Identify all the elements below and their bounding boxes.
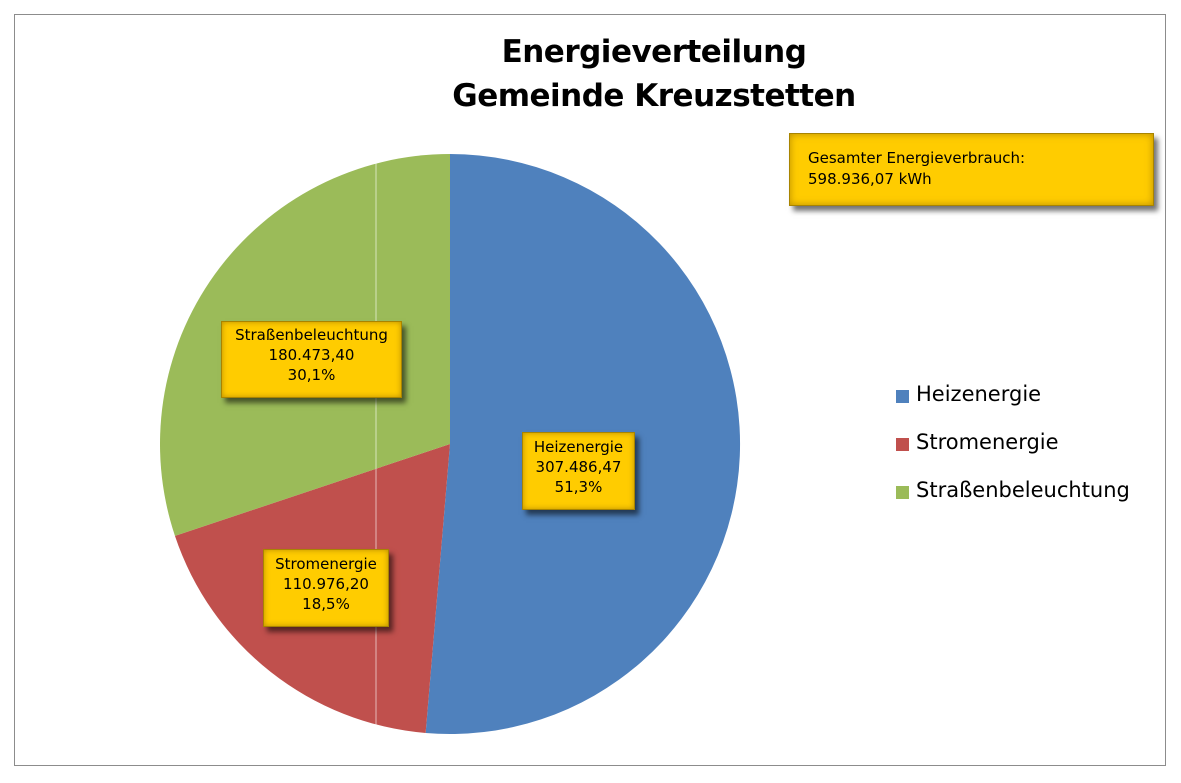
data-label-stromenergie: Stromenergie 110.976,20 18,5% [263,549,389,627]
data-label-strassenbeleuchtung-name: Straßenbeleuchtung [235,326,388,344]
data-label-heizenergie-name: Heizenergie [533,438,624,456]
data-label-strassenbeleuchtung-value: 180.473,40 [268,346,355,364]
legend-label-strassenbeleuchtung: Straßenbeleuchtung [916,478,1130,502]
data-label-stromenergie-name: Stromenergie [275,555,377,573]
total-consumption-label: Gesamter Energieverbrauch: [808,149,1026,167]
legend-label-stromenergie: Stromenergie [916,430,1059,454]
legend-swatch-heizenergie [896,390,909,403]
data-label-strassenbeleuchtung-percent: 30,1% [287,366,336,384]
chart-title-line-1: Energieverteilung [501,34,807,70]
total-consumption-value: 598.936,07 kWh [808,170,932,188]
data-label-heizenergie-value: 307.486,47 [535,458,622,476]
data-label-stromenergie-value: 110.976,20 [283,575,369,593]
chart-title: Energieverteilung Gemeinde Kreuzstetten [0,30,1181,118]
legend-label-heizenergie: Heizenergie [916,382,1042,406]
data-label-strassenbeleuchtung: Straßenbeleuchtung 180.473,40 30,1% [221,321,402,398]
data-label-heizenergie: Heizenergie 307.486,47 51,3% [522,432,635,510]
data-label-heizenergie-percent: 51,3% [554,478,603,496]
legend-swatch-stromenergie [896,438,909,451]
legend-swatch-strassenbeleuchtung [896,486,909,499]
total-consumption-box: Gesamter Energieverbrauch: 598.936,07 kW… [789,133,1154,206]
data-label-stromenergie-percent: 18,5% [302,595,350,613]
chart-title-line-2: Gemeinde Kreuzstetten [452,78,856,114]
